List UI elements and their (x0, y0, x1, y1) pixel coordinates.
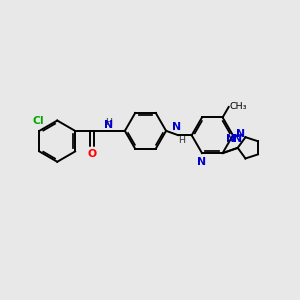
Text: H: H (178, 136, 185, 145)
Text: CH₃: CH₃ (230, 102, 247, 111)
Text: O: O (88, 149, 97, 159)
Text: N: N (226, 134, 235, 144)
Text: N: N (104, 120, 113, 130)
Text: N: N (236, 129, 246, 140)
Text: H: H (106, 118, 112, 127)
Text: N: N (172, 122, 182, 132)
Text: Cl: Cl (32, 116, 44, 126)
Text: N: N (196, 157, 206, 167)
Text: N: N (233, 134, 242, 144)
